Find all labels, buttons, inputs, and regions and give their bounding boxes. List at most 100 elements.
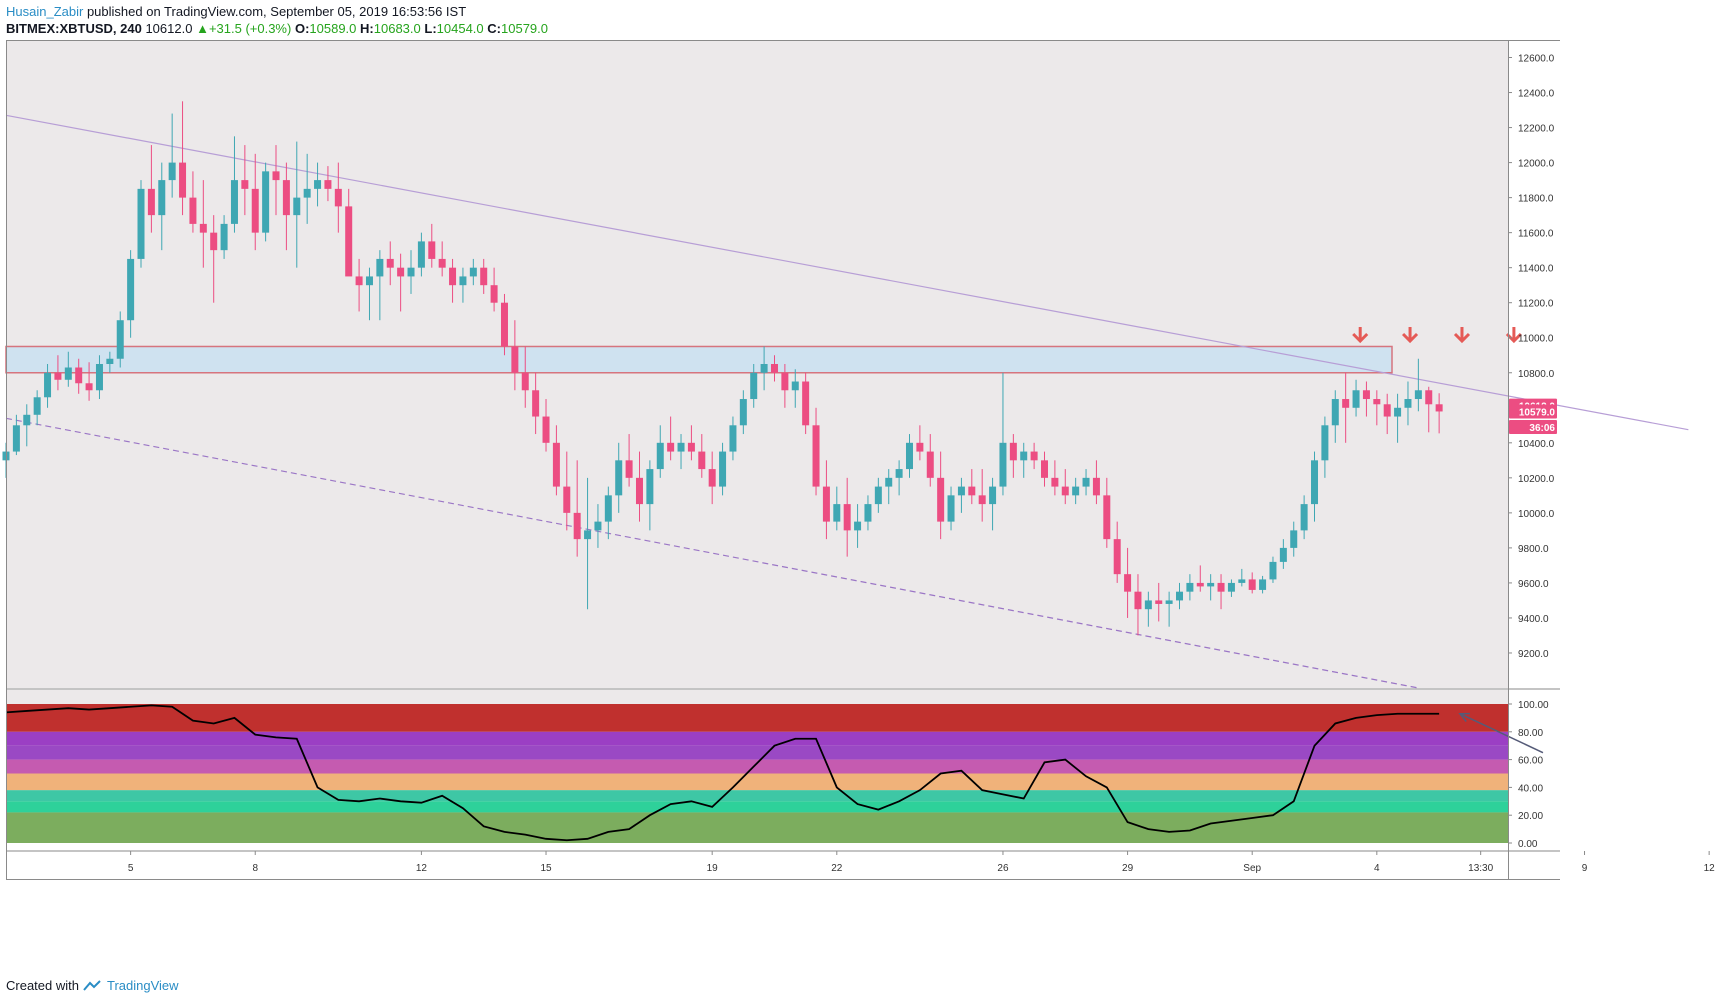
candle[interactable] bbox=[23, 404, 31, 447]
candle[interactable] bbox=[376, 250, 384, 321]
candle[interactable] bbox=[500, 293, 508, 356]
candle[interactable] bbox=[1373, 390, 1381, 426]
candle[interactable] bbox=[1342, 372, 1350, 443]
candle[interactable] bbox=[957, 477, 965, 513]
candle[interactable] bbox=[625, 434, 633, 487]
candle[interactable] bbox=[854, 504, 862, 548]
annotation-arrow[interactable] bbox=[1458, 712, 1544, 754]
candle[interactable] bbox=[667, 416, 675, 461]
candle[interactable] bbox=[1238, 568, 1246, 587]
candle[interactable] bbox=[365, 267, 373, 321]
candle[interactable] bbox=[698, 434, 706, 478]
candle[interactable] bbox=[95, 355, 103, 400]
candle[interactable] bbox=[739, 390, 747, 435]
resistance-zone[interactable] bbox=[5, 345, 1393, 374]
candle[interactable] bbox=[604, 486, 612, 540]
candle[interactable] bbox=[1383, 393, 1391, 435]
candle[interactable] bbox=[1072, 477, 1080, 505]
candle[interactable] bbox=[64, 351, 72, 387]
candle[interactable] bbox=[189, 171, 197, 233]
candle[interactable] bbox=[147, 145, 155, 233]
candle[interactable] bbox=[137, 180, 145, 268]
chart-canvas[interactable]: 9200.0 9400.0 9600.0 9800.0 10000.0 10200.0 10… bbox=[0, 0, 1722, 970]
candle[interactable] bbox=[334, 162, 342, 233]
candle[interactable] bbox=[532, 372, 540, 435]
candle[interactable] bbox=[521, 346, 529, 408]
candle[interactable] bbox=[1082, 469, 1090, 496]
candle[interactable] bbox=[1311, 451, 1319, 522]
candle[interactable] bbox=[781, 364, 789, 408]
candle[interactable] bbox=[199, 180, 207, 268]
candle[interactable] bbox=[262, 162, 270, 242]
candle[interactable] bbox=[1196, 565, 1204, 592]
candle[interactable] bbox=[1404, 381, 1412, 426]
candle[interactable] bbox=[968, 469, 976, 505]
candle[interactable] bbox=[552, 425, 560, 496]
candle[interactable] bbox=[802, 372, 810, 435]
candle[interactable] bbox=[874, 477, 882, 513]
candle[interactable] bbox=[926, 434, 934, 487]
oscillator-axis[interactable]: 0.00 20.00 40.00 60.00 80.00 100.00 bbox=[1508, 700, 1549, 850]
candle[interactable] bbox=[1061, 469, 1069, 505]
candle[interactable] bbox=[989, 477, 997, 531]
candle[interactable] bbox=[33, 390, 41, 426]
candle[interactable] bbox=[1362, 381, 1370, 417]
candle[interactable] bbox=[760, 346, 768, 391]
candle[interactable] bbox=[324, 166, 332, 202]
candle[interactable] bbox=[511, 320, 519, 391]
candle[interactable] bbox=[594, 504, 602, 548]
candle[interactable] bbox=[646, 460, 654, 531]
candle[interactable] bbox=[469, 258, 477, 286]
candle[interactable] bbox=[127, 250, 135, 338]
candle[interactable] bbox=[937, 451, 945, 540]
candle[interactable] bbox=[677, 434, 685, 470]
candle[interactable] bbox=[1155, 582, 1163, 622]
candle[interactable] bbox=[85, 362, 93, 401]
candle[interactable] bbox=[12, 414, 20, 456]
candle[interactable] bbox=[345, 188, 353, 277]
candle[interactable] bbox=[168, 113, 176, 198]
candle[interactable] bbox=[1227, 579, 1235, 597]
candle[interactable] bbox=[635, 451, 643, 522]
candle[interactable] bbox=[1321, 416, 1329, 478]
candle[interactable] bbox=[241, 145, 249, 216]
candle[interactable] bbox=[1435, 393, 1443, 434]
candle[interactable] bbox=[1009, 434, 1017, 478]
candle[interactable] bbox=[1030, 442, 1038, 470]
candle[interactable] bbox=[1414, 358, 1422, 412]
candle[interactable] bbox=[179, 101, 187, 216]
candle[interactable] bbox=[355, 258, 363, 312]
candle[interactable] bbox=[417, 232, 425, 277]
candle[interactable] bbox=[490, 267, 498, 312]
tradingview-logo-icon[interactable] bbox=[83, 979, 103, 992]
candle[interactable] bbox=[449, 258, 457, 303]
candle[interactable] bbox=[314, 162, 322, 207]
oscillator-line[interactable] bbox=[5, 704, 1440, 842]
candle[interactable] bbox=[106, 351, 114, 373]
candle[interactable] bbox=[822, 460, 830, 540]
candle[interactable] bbox=[573, 460, 581, 557]
candle[interactable] bbox=[1269, 556, 1277, 583]
candle[interactable] bbox=[615, 442, 623, 513]
candle[interactable] bbox=[563, 451, 571, 531]
candle[interactable] bbox=[230, 136, 238, 233]
candle[interactable] bbox=[75, 358, 83, 394]
candle[interactable] bbox=[251, 153, 259, 251]
candle[interactable] bbox=[833, 486, 841, 531]
candle[interactable] bbox=[44, 364, 52, 408]
author-link[interactable]: Husain_Zabir bbox=[6, 4, 84, 19]
candle[interactable] bbox=[282, 162, 290, 251]
candle[interactable] bbox=[272, 145, 280, 216]
candle[interactable] bbox=[210, 215, 218, 303]
candle[interactable] bbox=[885, 469, 893, 505]
candle[interactable] bbox=[1300, 495, 1308, 540]
tradingview-link[interactable]: TradingView bbox=[106, 978, 179, 993]
candle[interactable] bbox=[397, 253, 405, 312]
candle[interactable] bbox=[542, 399, 550, 452]
candle[interactable] bbox=[293, 141, 301, 268]
candle[interactable] bbox=[978, 469, 986, 522]
candle[interactable] bbox=[1331, 390, 1339, 443]
candle[interactable] bbox=[1176, 582, 1184, 610]
candle[interactable] bbox=[999, 372, 1007, 496]
